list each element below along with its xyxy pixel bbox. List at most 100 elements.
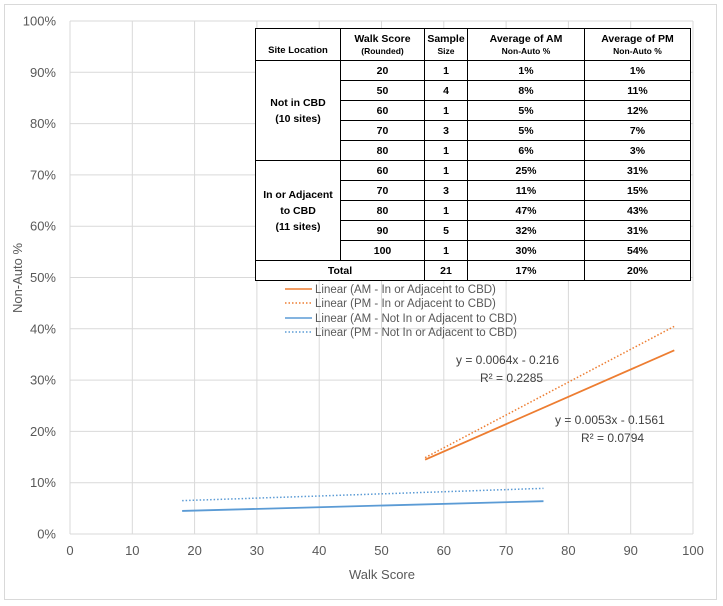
x-tick-label: 100 [682, 543, 704, 558]
cell-avg-pm: 15% [584, 180, 691, 201]
header-walk-score: Walk Score (Rounded) [340, 28, 425, 61]
summary-table: Site Location Walk Score (Rounded) Sampl… [255, 28, 691, 281]
header-avg-am-main: Average of AM [489, 32, 563, 45]
header-avg-am: Average of AM Non-Auto % [467, 28, 585, 61]
cell-avg-pm: 31% [584, 160, 691, 181]
cell-avg-am: 6% [467, 140, 585, 161]
cell-sample-size: 3 [424, 180, 468, 201]
legend: Linear (AM - In or Adjacent to CBD) Line… [285, 284, 517, 339]
cell-sample-size: 1 [424, 200, 468, 221]
x-tick-label: 30 [250, 543, 264, 558]
header-avg-pm-main: Average of PM [601, 32, 674, 45]
group-label-not-cbd: Not in CBD (10 sites) [255, 60, 341, 161]
cell-avg-am: 32% [467, 220, 585, 241]
group-label-line: Not in CBD [270, 96, 326, 109]
r-squared-text-am: R² = 0.0794 [581, 431, 644, 445]
tick-labels: 0 10 20 30 40 50 60 70 80 90 1000%10%20%30%40%50%6… [23, 14, 704, 559]
table-header-row: Site Location Walk Score (Rounded) Sampl… [255, 28, 691, 61]
legend-label-pm-in-cbd: Linear (PM - In or Adjacent to CBD) [315, 298, 496, 310]
cell-avg-am: 47% [467, 200, 585, 221]
x-axis-title: Walk Score [349, 567, 415, 582]
y-tick-label: 90% [30, 65, 56, 80]
legend-label-am-in-cbd: Linear (AM - In or Adjacent to CBD) [315, 284, 496, 296]
cell-walk-score: 50 [340, 80, 425, 101]
x-tick-label: 0 [66, 543, 73, 558]
group-label-line: (11 sites) [275, 220, 321, 233]
table-row: 70 3 5% 7% [256, 120, 691, 141]
cell-sample-size: 1 [424, 240, 468, 261]
header-sample-sub: Size [437, 45, 455, 56]
x-tick-label: 80 [561, 543, 575, 558]
table-row: 100 1 30% 54% [256, 240, 691, 261]
x-tick-label: 20 [187, 543, 201, 558]
x-tick-label: 60 [437, 543, 451, 558]
x-tick-label: 50 [374, 543, 388, 558]
group-label-in-cbd: In or Adjacent to CBD (11 sites) [255, 160, 341, 261]
cell-avg-pm: 11% [584, 80, 691, 101]
cell-avg-am: 25% [467, 160, 585, 181]
cell-walk-score: 60 [340, 100, 425, 121]
trendline-am-in-cbd [424, 349, 675, 461]
total-avg-am: 17% [467, 260, 585, 281]
trendline-am-not-cbd [182, 500, 544, 512]
group-label-line: In or Adjacent [263, 188, 333, 201]
header-sample-main: Sample [427, 32, 465, 45]
x-tick-label: 10 [125, 543, 139, 558]
cell-walk-score: 80 [340, 140, 425, 161]
header-site-location: Site Location [255, 28, 341, 61]
table-row: 60 1 5% 12% [256, 100, 691, 121]
cell-avg-am: 30% [467, 240, 585, 261]
total-avg-pm: 20% [584, 260, 691, 281]
cell-walk-score: 100 [340, 240, 425, 261]
y-tick-label: 30% [30, 373, 56, 388]
cell-sample-size: 1 [424, 160, 468, 181]
cell-avg-pm: 54% [584, 240, 691, 261]
cell-walk-score: 60 [340, 160, 425, 181]
cell-avg-pm: 3% [584, 140, 691, 161]
cell-walk-score: 80 [340, 200, 425, 221]
cell-avg-am: 5% [467, 120, 585, 141]
cell-sample-size: 4 [424, 80, 468, 101]
cell-avg-pm: 1% [584, 60, 691, 81]
cell-sample-size: 1 [424, 60, 468, 81]
header-walk-score-main: Walk Score [354, 32, 411, 45]
cell-sample-size: 1 [424, 140, 468, 161]
total-sample-size: 21 [424, 260, 468, 281]
y-tick-label: 0% [37, 527, 56, 542]
table-row: Not in CBD (10 sites) 20 1 1% 1% [255, 60, 691, 161]
y-tick-label: 70% [30, 167, 56, 182]
cell-avg-am: 8% [467, 80, 585, 101]
cell-avg-pm: 12% [584, 100, 691, 121]
table-row: In or Adjacent to CBD (11 sites) 60 1 25… [255, 160, 691, 261]
table-total-row: Total 21 17% 20% [255, 260, 691, 281]
r-squared-text-pm: R² = 0.2285 [480, 371, 543, 385]
y-tick-label: 20% [30, 424, 56, 439]
total-label: Total [255, 260, 425, 281]
cell-avg-am: 1% [467, 60, 585, 81]
group-label-line: to CBD [280, 204, 316, 217]
chart-area [4, 4, 717, 600]
cell-avg-pm: 31% [584, 220, 691, 241]
cell-sample-size: 1 [424, 100, 468, 121]
y-tick-label: 100% [23, 14, 57, 29]
y-tick-label: 10% [30, 475, 56, 490]
equation-text-am: y = 0.0053x - 0.1561 [555, 413, 665, 427]
trendline-pm-not-cbd [182, 487, 544, 502]
trendline-equation-pm: y = 0.0064x - 0.216 R² = 0.2285 [456, 353, 559, 385]
cell-avg-am: 5% [467, 100, 585, 121]
trendline-pm-in-cbd [424, 325, 675, 459]
header-walk-score-sub: (Rounded) [361, 45, 404, 56]
trendlines [182, 325, 675, 512]
y-tick-label: 60% [30, 219, 56, 234]
y-tick-label: 80% [30, 116, 56, 131]
x-tick-label: 40 [312, 543, 326, 558]
header-avg-pm: Average of PM Non-Auto % [584, 28, 691, 61]
cell-avg-am: 11% [467, 180, 585, 201]
header-sample-size: Sample Size [424, 28, 468, 61]
y-tick-label: 50% [30, 270, 56, 285]
cell-sample-size: 3 [424, 120, 468, 141]
legend-label-pm-not-cbd: Linear (PM - Not In or Adjacent to CBD) [315, 327, 517, 339]
cell-walk-score: 70 [340, 180, 425, 201]
cell-sample-size: 5 [424, 220, 468, 241]
